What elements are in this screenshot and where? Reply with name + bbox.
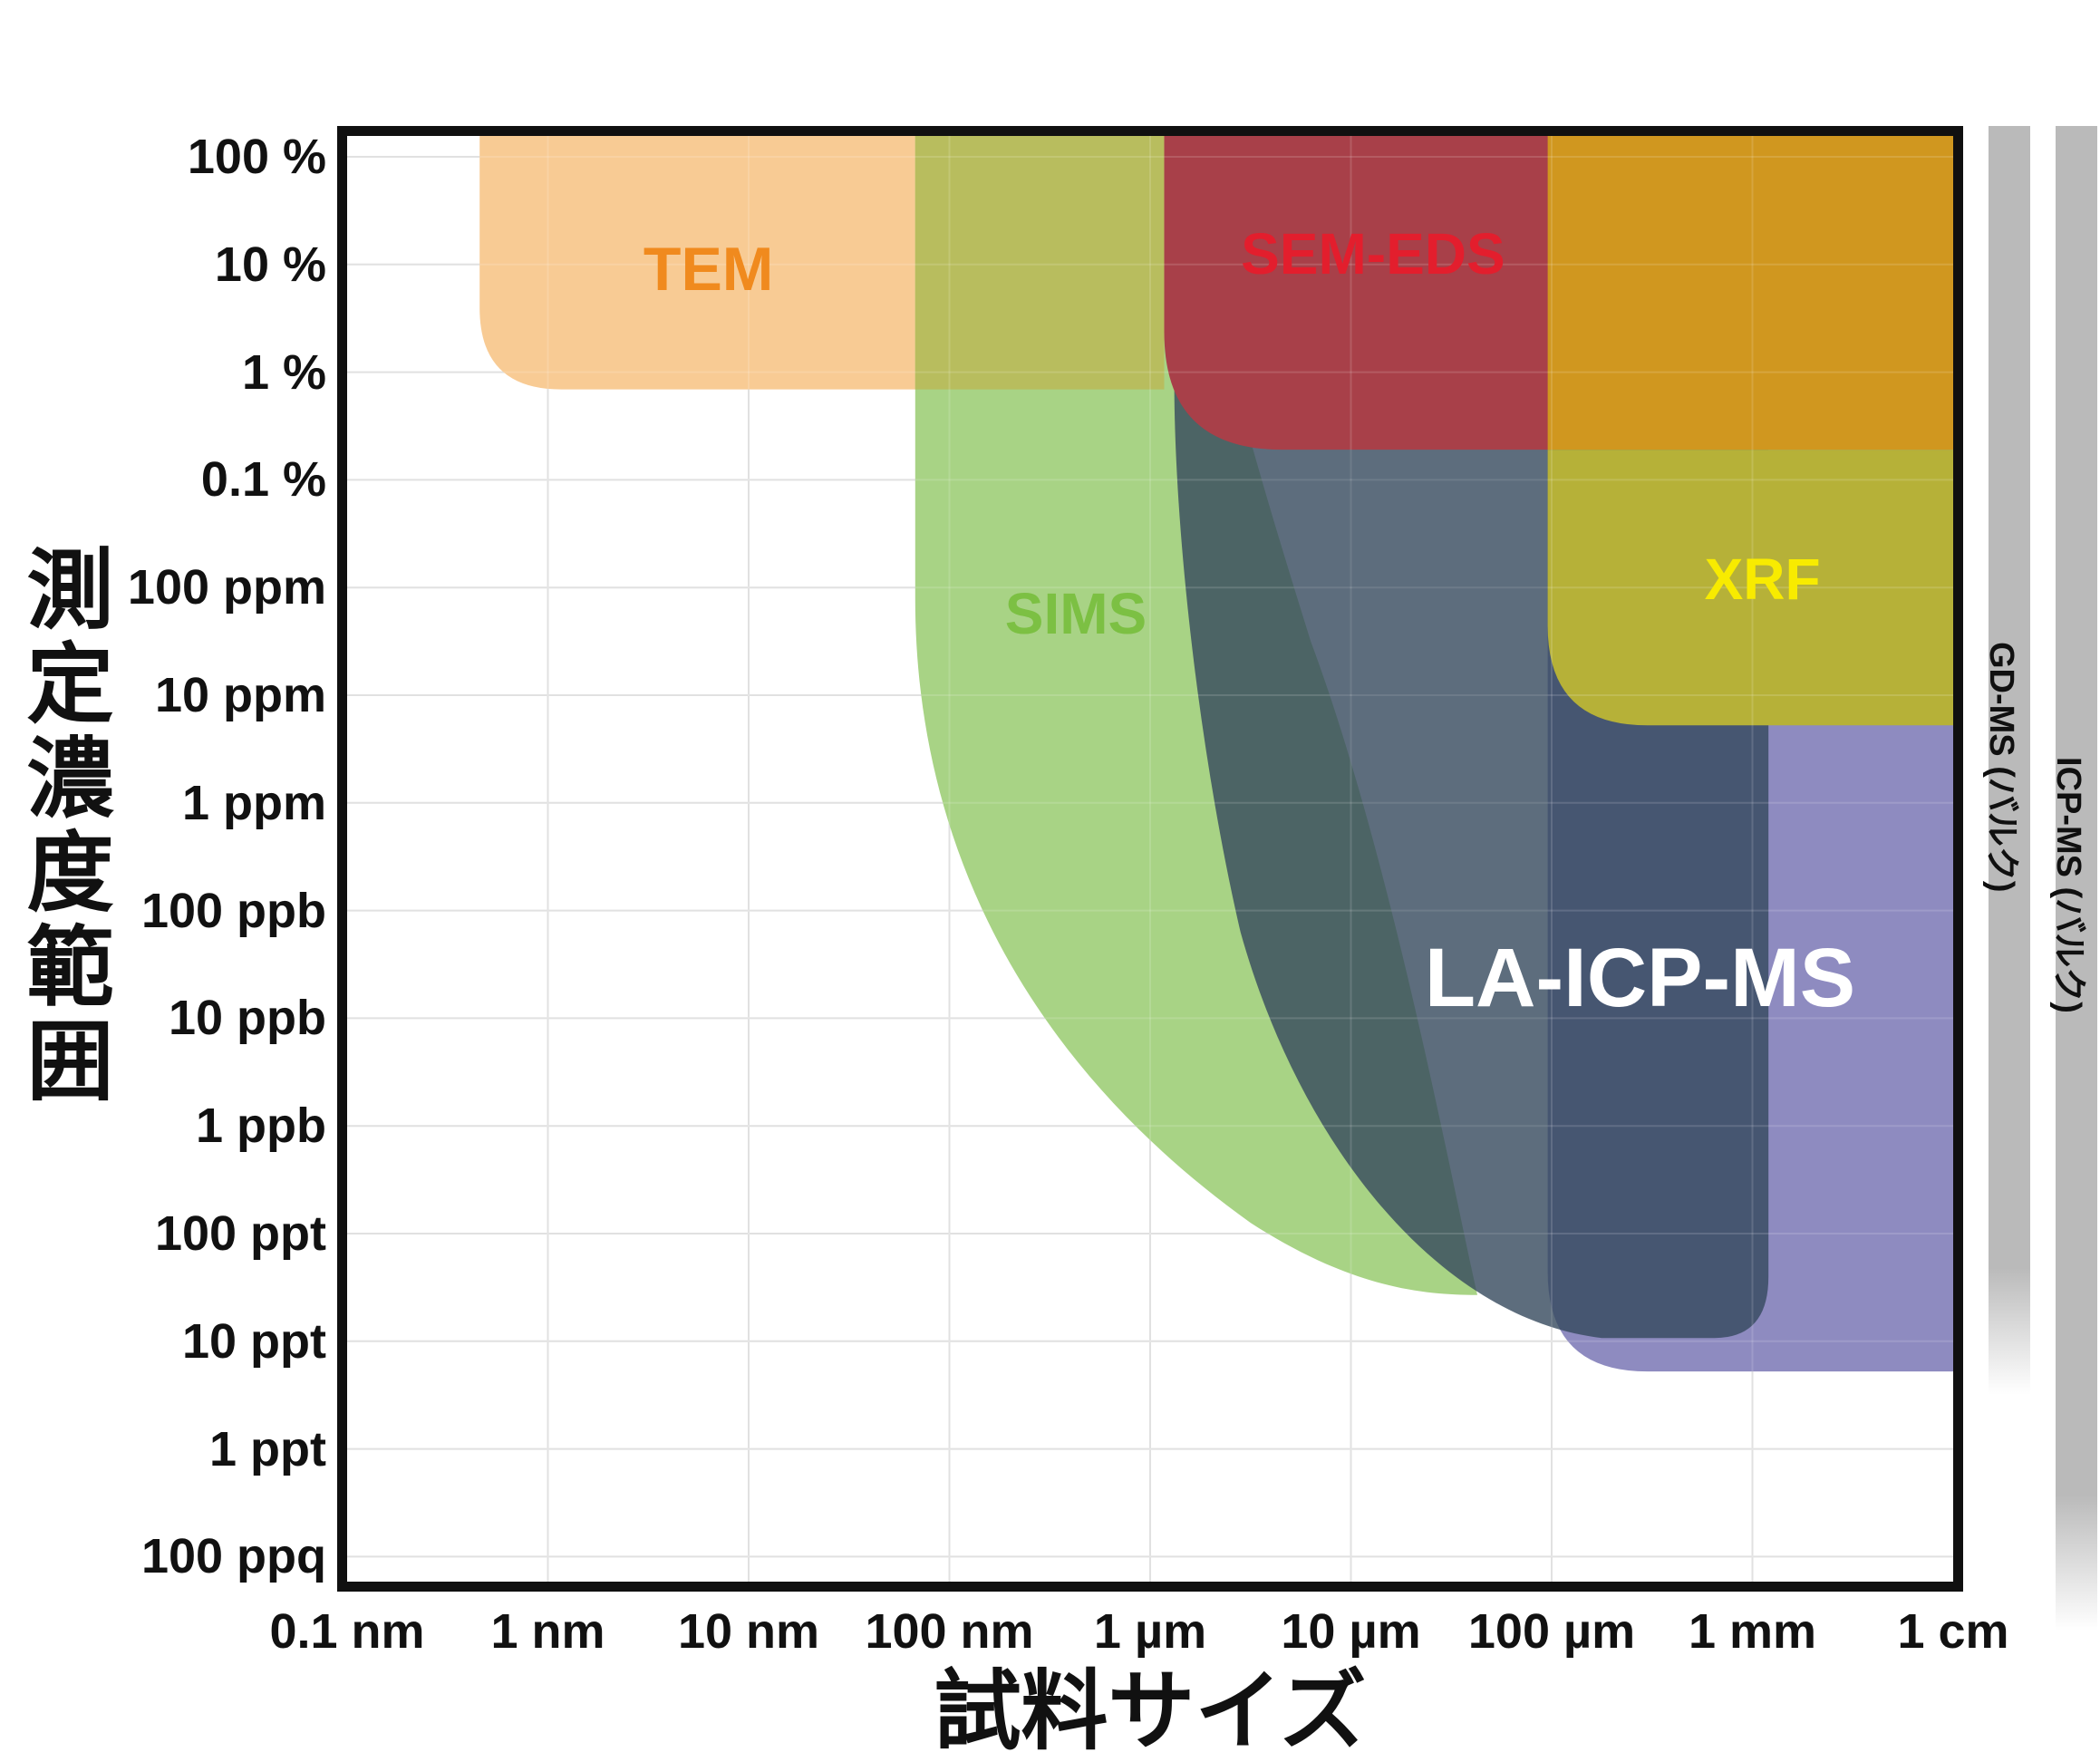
x-tick-label: 0.1 nm [269,1604,425,1659]
y-axis-title: 測定濃度範囲 [14,544,111,1109]
bulk-bar-label: ICP-MS (バルク) [2049,756,2087,1013]
icp-ms-bulk-bar: ICP-MS (バルク) [2049,126,2097,1631]
plot-svg [347,136,1953,1582]
y-tick-label: 0.1 % [200,452,326,508]
y-tick-label: 100 % [187,130,326,184]
x-tick-label: 10 µm [1281,1604,1421,1659]
region-label-layer: TEM SIMS SEM-EDS XRF LA-ICP-MS [347,136,1953,1582]
y-tick-label: 100 ppq [140,1529,326,1584]
x-tick-label: 1 cm [1897,1604,2009,1659]
x-tick-label: 10 nm [677,1604,820,1659]
y-tick-label: 10 ppt [181,1313,326,1369]
x-tick-label: 100 nm [865,1604,1034,1659]
sem-eds-xrf-overlap-region [1547,136,1953,450]
y-tick-label: 100 ppb [140,883,326,938]
x-tick-label: 1 µm [1093,1604,1207,1659]
y-tick-label: 1 ppm [181,775,326,830]
x-tick-label: 1 mm [1688,1604,1817,1659]
bulk-bar-label: GD-MS (バルク) [1982,641,2020,893]
la-icp-ms-label: LA-ICP-MS [1424,932,1856,1025]
sims-label: SIMS [1004,580,1147,646]
gd-ms-bulk-bar: GD-MS (バルク) [1982,126,2030,1395]
y-tick-label: 10 % [214,237,326,292]
sem-eds-label: SEM-EDS [1241,220,1505,286]
y-tick-label: 10 ppm [154,668,326,722]
xrf-label: XRF [1704,546,1821,612]
tem-sims-overlap-region [915,136,1165,390]
x-tick-label: 1 nm [490,1604,605,1659]
x-axis-title: 試料サイズ [934,1663,1367,1760]
y-tick-label: 100 ppt [154,1206,326,1261]
y-tick-label: 10 ppb [168,991,326,1046]
y-tick-label: 100 ppm [127,560,326,615]
xrf-region [1547,450,1953,726]
x-tick-label: 100 µm [1467,1604,1636,1659]
tem-label: TEM [643,234,774,304]
y-tick-label: 1 ppb [196,1099,326,1154]
y-tick-label: 1 % [241,344,326,400]
y-tick-label: 1 ppt [209,1421,326,1476]
plot-area: TEM SIMS SEM-EDS XRF LA-ICP-MS [337,126,1963,1592]
